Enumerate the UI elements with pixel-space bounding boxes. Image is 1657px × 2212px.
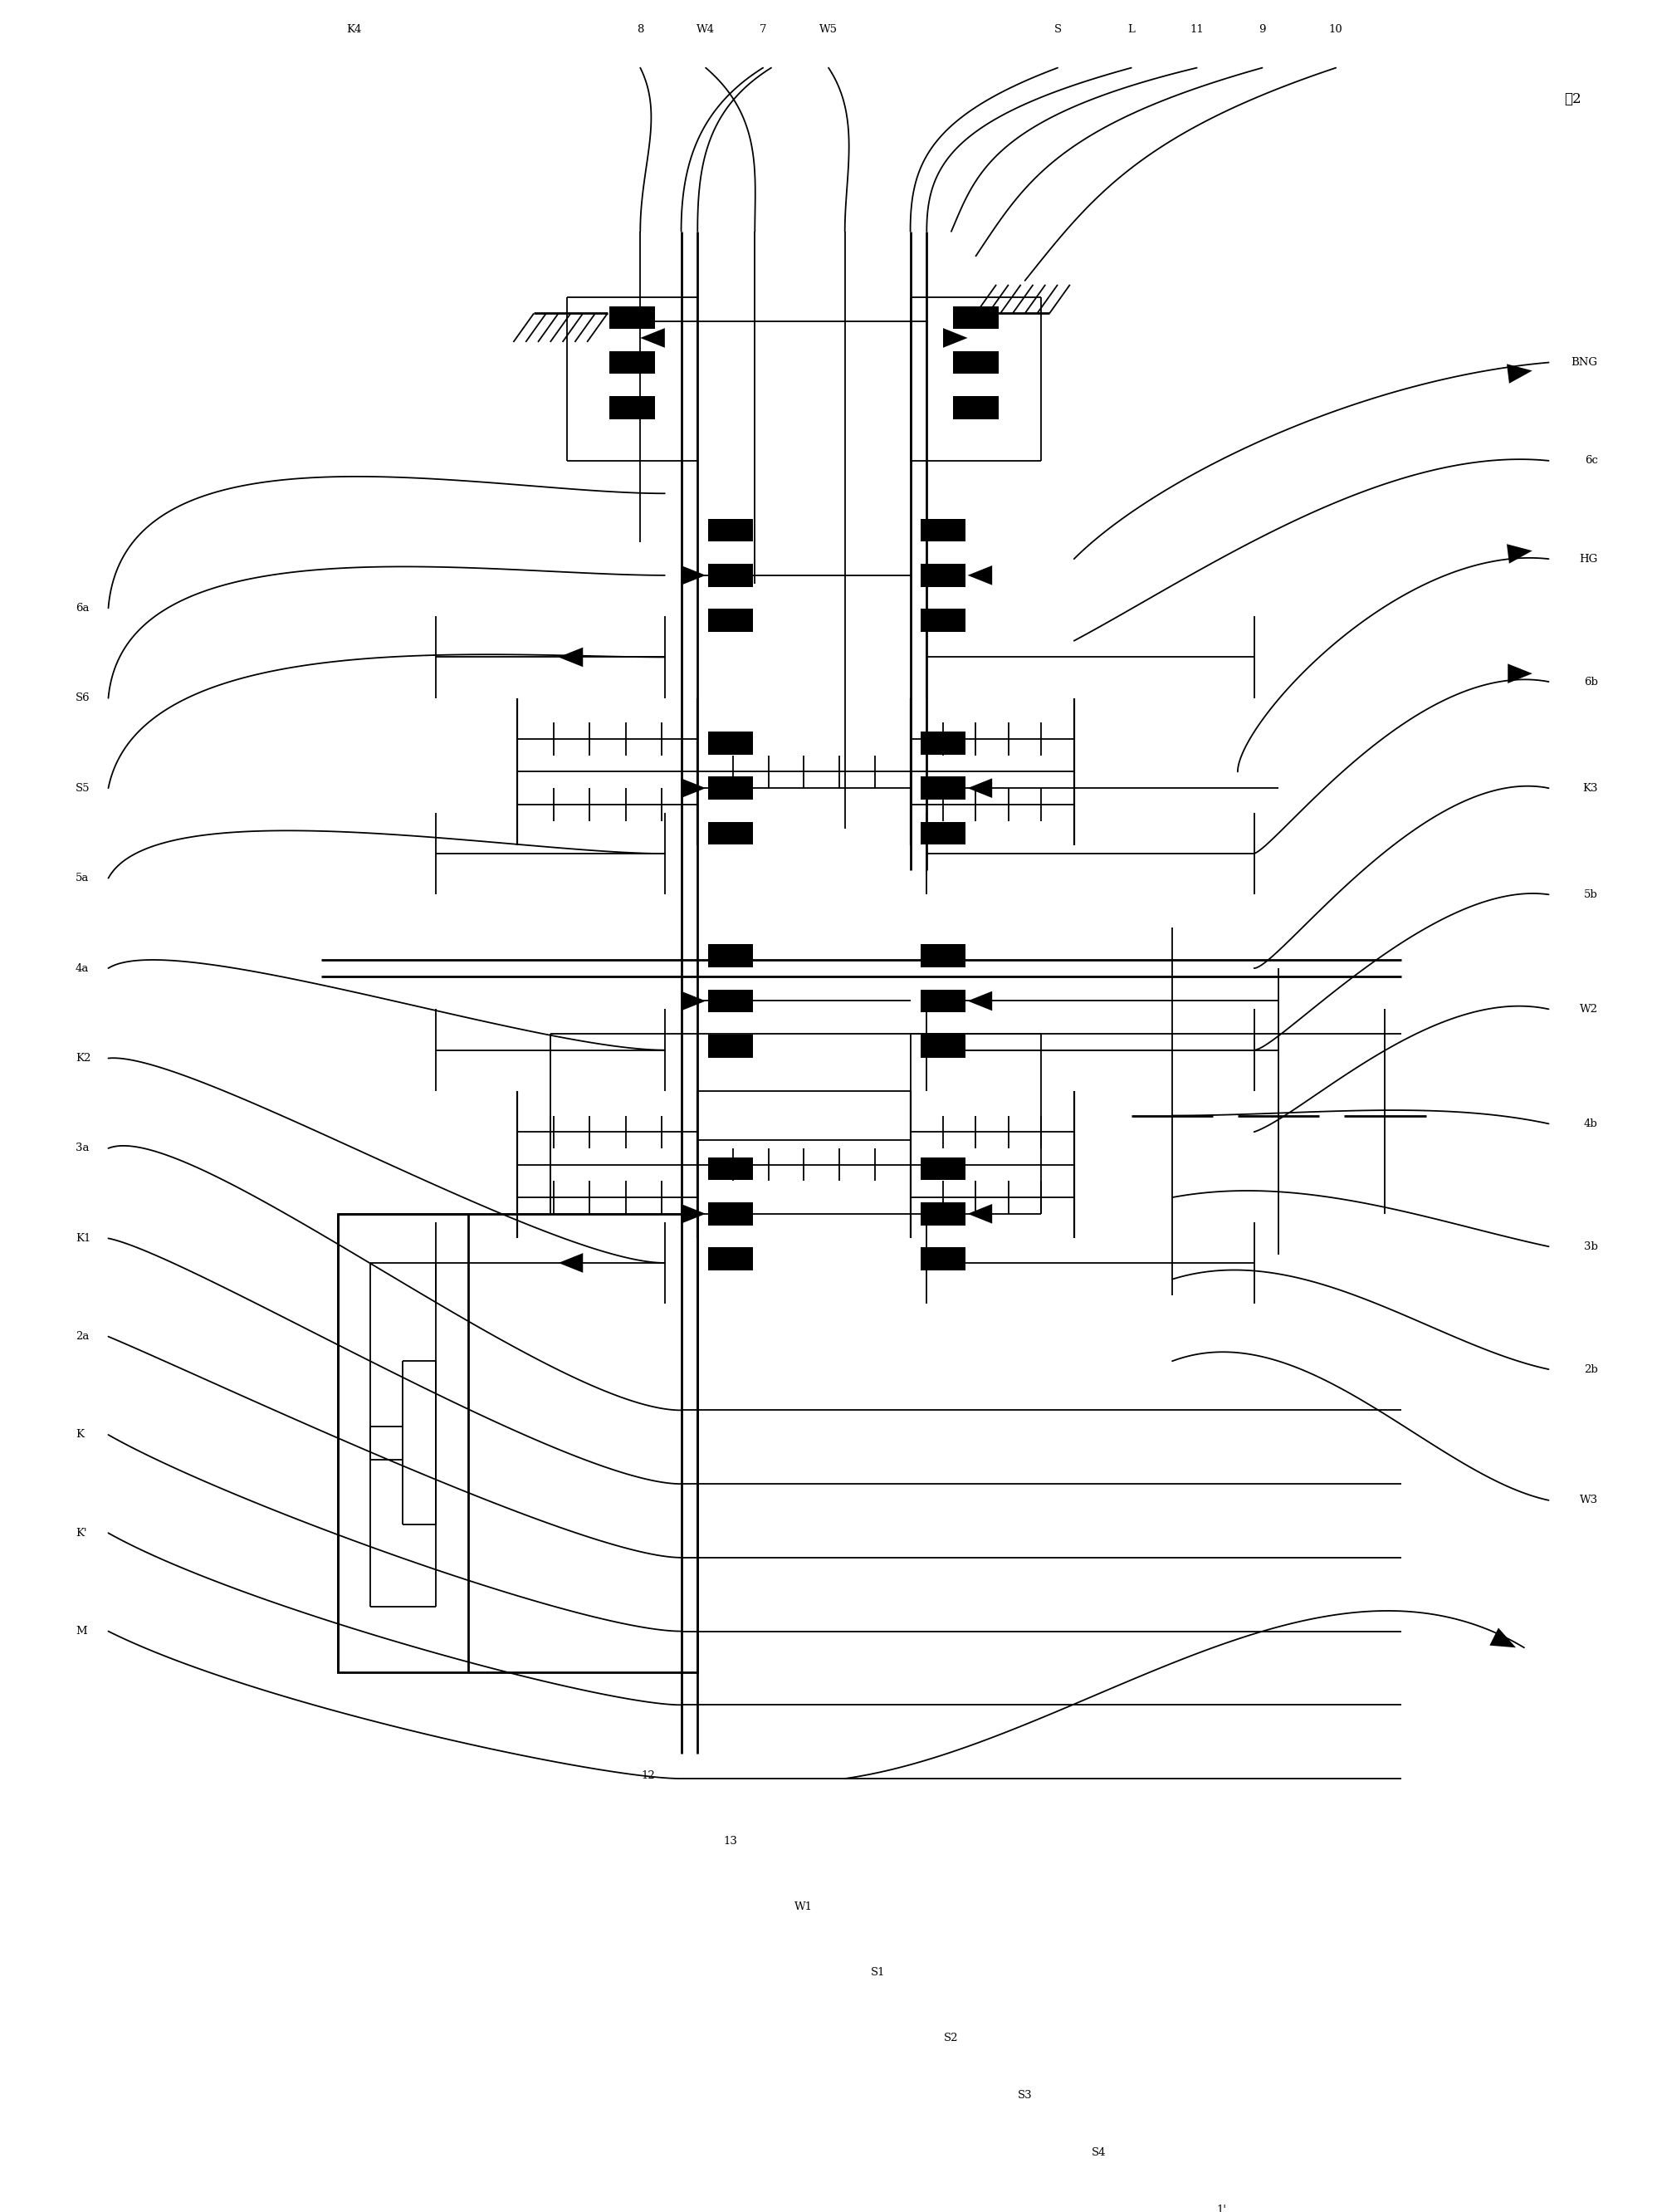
Bar [921, 776, 966, 799]
Text: S3: S3 [1017, 2090, 1032, 2101]
Polygon shape [968, 991, 993, 1011]
Text: M: M [76, 1626, 86, 1637]
Text: S: S [1054, 24, 1062, 35]
Bar [921, 520, 966, 542]
Text: W4: W4 [696, 24, 714, 35]
Text: 4a: 4a [76, 962, 89, 973]
Text: 6a: 6a [76, 602, 89, 613]
Polygon shape [558, 648, 583, 668]
Text: 12: 12 [641, 1770, 656, 1781]
Polygon shape [640, 327, 664, 347]
Polygon shape [558, 1252, 583, 1272]
Bar [708, 989, 752, 1013]
Polygon shape [681, 566, 706, 586]
Text: 4b: 4b [1584, 1119, 1597, 1128]
Text: S4: S4 [1092, 2148, 1105, 2157]
Bar [708, 1203, 752, 1225]
Bar [921, 945, 966, 967]
Text: W2: W2 [1579, 1004, 1597, 1015]
Text: 5b: 5b [1584, 889, 1597, 900]
Text: 6b: 6b [1584, 677, 1597, 688]
Text: 3a: 3a [76, 1144, 89, 1155]
Text: K1: K1 [76, 1232, 91, 1243]
Bar [921, 608, 966, 633]
Text: 3b: 3b [1584, 1241, 1597, 1252]
Text: K': K' [76, 1528, 86, 1537]
Bar [921, 1248, 966, 1270]
Bar [708, 520, 752, 542]
Polygon shape [968, 1203, 993, 1223]
Bar [708, 821, 752, 845]
Bar [708, 1248, 752, 1270]
Polygon shape [1506, 365, 1533, 383]
Text: S1: S1 [870, 1966, 885, 1978]
Bar [610, 396, 655, 418]
Text: W5: W5 [819, 24, 838, 35]
Text: 2b: 2b [1584, 1365, 1597, 1374]
Bar [953, 352, 998, 374]
Polygon shape [1506, 544, 1533, 564]
Bar [953, 396, 998, 418]
Text: 2a: 2a [76, 1332, 89, 1343]
Text: S5: S5 [76, 783, 89, 794]
Text: BNG: BNG [1571, 356, 1597, 367]
Text: 6c: 6c [1584, 456, 1597, 467]
Bar [921, 732, 966, 754]
Text: 8: 8 [636, 24, 645, 35]
Bar [921, 821, 966, 845]
Bar [708, 776, 752, 799]
Text: K3: K3 [1582, 783, 1597, 794]
Bar [708, 1035, 752, 1057]
Bar [953, 305, 998, 330]
Text: L: L [1128, 24, 1135, 35]
Polygon shape [1490, 1628, 1516, 1648]
Text: 9: 9 [1259, 24, 1266, 35]
Text: W3: W3 [1579, 1495, 1597, 1506]
Polygon shape [681, 779, 706, 799]
Bar [708, 608, 752, 633]
Bar [708, 1157, 752, 1181]
Text: S6: S6 [76, 692, 89, 703]
Polygon shape [968, 566, 993, 586]
Bar [921, 1157, 966, 1181]
Text: 7: 7 [759, 24, 767, 35]
Polygon shape [968, 779, 993, 799]
Bar [921, 989, 966, 1013]
Text: 5a: 5a [76, 874, 89, 883]
Polygon shape [681, 1203, 706, 1223]
Text: 13: 13 [724, 1836, 737, 1847]
Text: K4: K4 [346, 24, 361, 35]
Bar [610, 352, 655, 374]
Text: HG: HG [1579, 553, 1597, 564]
Bar [708, 564, 752, 586]
Text: K: K [76, 1429, 85, 1440]
Polygon shape [943, 327, 968, 347]
Bar [921, 564, 966, 586]
Text: 囲2: 囲2 [1564, 93, 1581, 106]
Bar [338, 1214, 698, 1672]
Bar [921, 1203, 966, 1225]
Polygon shape [681, 991, 706, 1011]
Text: 10: 10 [1329, 24, 1342, 35]
Text: 11: 11 [1190, 24, 1203, 35]
Text: W1: W1 [795, 1902, 814, 1911]
Bar [921, 1035, 966, 1057]
Polygon shape [1508, 664, 1533, 684]
Text: K2: K2 [76, 1053, 91, 1064]
Text: 1': 1' [1216, 2203, 1226, 2212]
Bar [708, 732, 752, 754]
Text: S2: S2 [944, 2033, 958, 2044]
Bar [708, 945, 752, 967]
Bar [610, 305, 655, 330]
